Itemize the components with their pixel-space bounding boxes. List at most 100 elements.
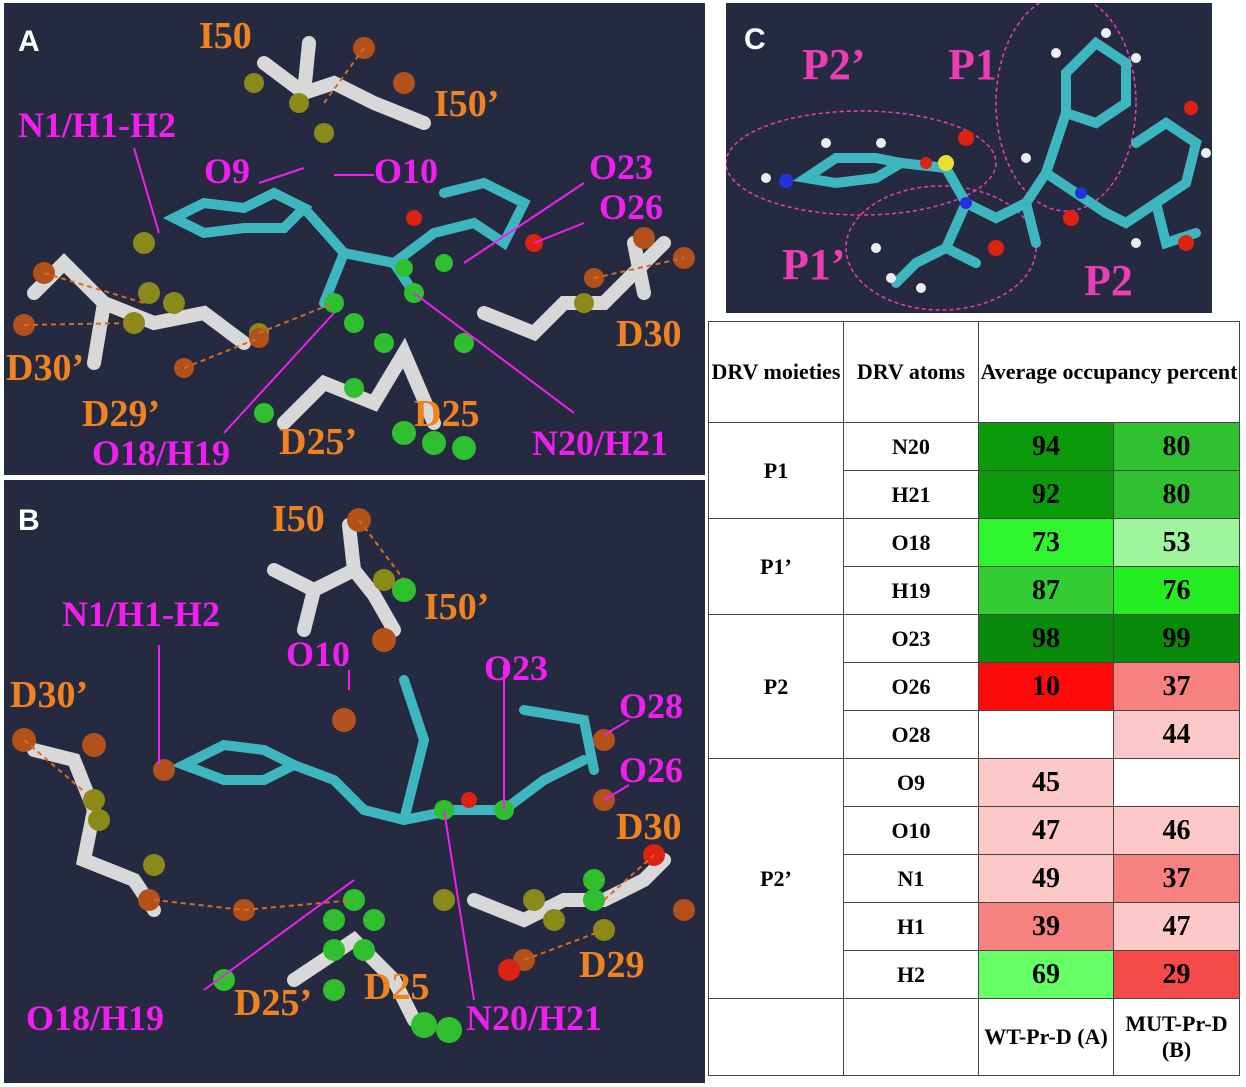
panel-b-molecule xyxy=(12,508,695,1043)
table-row: H2 69 29 xyxy=(709,950,1240,999)
atom-cell: O10 xyxy=(843,806,979,855)
label-N1: N1/H1-H2 xyxy=(18,105,176,145)
atom-cell: O23 xyxy=(843,614,979,663)
panel-c-molecule xyxy=(726,3,1211,311)
table-row: P2 O23 98 99 xyxy=(708,614,1240,759)
table-row: H21 92 80 xyxy=(709,470,1240,519)
atom-cell: H19 xyxy=(843,566,979,615)
wt-value-cell: 49 xyxy=(978,854,1114,903)
atom-cell: O9 xyxy=(843,758,979,807)
mut-value-cell: 47 xyxy=(1113,902,1240,951)
panel-b: B I50 I50’ N1/H1-H2 O10 O23 O28 O26 D30 … xyxy=(4,480,705,1083)
footer-empty xyxy=(843,998,979,1076)
label-P1p: P1’ xyxy=(782,240,846,289)
table-row: P1’ O18 73 53 xyxy=(708,518,1240,615)
table-row: O26 10 37 xyxy=(709,662,1240,711)
mut-value-cell: 46 xyxy=(1113,806,1240,855)
label-O26: O26 xyxy=(619,750,684,790)
wt-value-cell: 87 xyxy=(978,566,1114,615)
label-O10: O10 xyxy=(286,634,351,674)
atom-cell: H1 xyxy=(843,902,979,951)
atom-cell: O18 xyxy=(843,518,979,567)
wt-value-cell: 47 xyxy=(978,806,1114,855)
wt-value-cell: 10 xyxy=(978,662,1114,711)
footer-empty xyxy=(708,998,844,1076)
atom-cell: N1 xyxy=(843,854,979,903)
label-N20: N20/H21 xyxy=(532,423,669,463)
wt-value-cell: 98 xyxy=(978,614,1114,663)
wt-value-cell: 92 xyxy=(978,470,1114,519)
mut-value-cell: 80 xyxy=(1113,422,1240,471)
mut-value-cell: 99 xyxy=(1113,614,1240,663)
label-D29p: D29’ xyxy=(82,393,161,435)
label-O18: O18/H19 xyxy=(92,433,231,473)
wt-value-cell: 69 xyxy=(978,950,1114,999)
mut-value-cell: 37 xyxy=(1113,662,1240,711)
footer-mut: MUT-Pr-D (B) xyxy=(1113,998,1240,1076)
wt-value-cell: 94 xyxy=(978,422,1114,471)
footer-wt: WT-Pr-D (A) xyxy=(978,998,1114,1076)
label-D29: D29 xyxy=(579,944,645,986)
table-body: P1 N20 94 80 H21 92 80 P1’ O18 73 53 H19 87 76 P2 O23 98… xyxy=(708,422,1240,999)
panel-a-label: A xyxy=(18,25,40,58)
moiety-cell: P1’ xyxy=(708,518,844,615)
atom-cell: H21 xyxy=(843,470,979,519)
label-O18: O18/H19 xyxy=(26,998,165,1038)
label-D30p: D30’ xyxy=(10,674,89,716)
label-D30: D30 xyxy=(616,313,682,355)
label-O23: O23 xyxy=(589,147,654,187)
wt-value-cell: 39 xyxy=(978,902,1114,951)
table-row: H19 87 76 xyxy=(709,566,1240,615)
header-moieties: DRV moieties xyxy=(708,321,844,423)
mut-value-cell: 37 xyxy=(1113,854,1240,903)
label-D25: D25 xyxy=(364,966,430,1008)
label-P1: P1 xyxy=(948,40,997,89)
label-O10: O10 xyxy=(374,151,439,191)
label-N1: N1/H1-H2 xyxy=(62,594,220,634)
moiety-cell: P2’ xyxy=(708,758,844,999)
label-I50p: I50’ xyxy=(434,83,500,125)
panel-a: A I50 I50’ N1/H1-H2 O9 O10 O23 O26 D30 D… xyxy=(4,3,705,475)
table-row: N1 49 37 xyxy=(709,854,1240,903)
occupancy-table: DRV moieties DRV atoms Average occupancy… xyxy=(708,321,1240,1076)
wt-value-cell xyxy=(978,710,1114,759)
table-row: O28 44 xyxy=(709,710,1240,759)
label-D25: D25 xyxy=(414,393,480,435)
table-row: P2’ O9 45 xyxy=(708,758,1240,999)
label-O9: O9 xyxy=(204,151,251,191)
mut-value-cell: 80 xyxy=(1113,470,1240,519)
atom-cell: O26 xyxy=(843,662,979,711)
panel-a-molecule xyxy=(13,36,695,460)
label-D30p: D30’ xyxy=(6,347,85,389)
header-occupancy: Average occupancy percent xyxy=(978,321,1240,423)
table-row: P1 N20 94 80 xyxy=(708,422,1240,519)
atom-cell: N20 xyxy=(843,422,979,471)
wt-value-cell: 45 xyxy=(978,758,1114,807)
moiety-cell: P2 xyxy=(708,614,844,759)
panel-b-label: B xyxy=(18,504,40,537)
label-P2: P2 xyxy=(1084,256,1133,305)
wt-value-cell: 73 xyxy=(978,518,1114,567)
label-I50p: I50’ xyxy=(424,586,490,628)
panel-c-label: C xyxy=(744,23,766,56)
moiety-cell: P1 xyxy=(708,422,844,519)
label-D25p: D25’ xyxy=(279,421,358,463)
table-row: H1 39 47 xyxy=(709,902,1240,951)
label-O23: O23 xyxy=(484,648,549,688)
label-I50: I50 xyxy=(272,498,325,540)
header-atoms: DRV atoms xyxy=(843,321,979,423)
mut-value-cell: 29 xyxy=(1113,950,1240,999)
label-I50: I50 xyxy=(199,15,252,57)
atom-cell: H2 xyxy=(843,950,979,999)
label-D30: D30 xyxy=(616,806,682,848)
table-row: O10 47 46 xyxy=(709,806,1240,855)
label-O26: O26 xyxy=(599,187,664,227)
mut-value-cell: 44 xyxy=(1113,710,1240,759)
mut-value-cell: 53 xyxy=(1113,518,1240,567)
atom-cell: O28 xyxy=(843,710,979,759)
label-O28: O28 xyxy=(619,686,684,726)
panel-c: C P2’ P1 P1’ P2 xyxy=(726,3,1212,313)
label-D25p: D25’ xyxy=(234,982,313,1024)
label-P2p: P2’ xyxy=(802,40,866,89)
mut-value-cell: 76 xyxy=(1113,566,1240,615)
